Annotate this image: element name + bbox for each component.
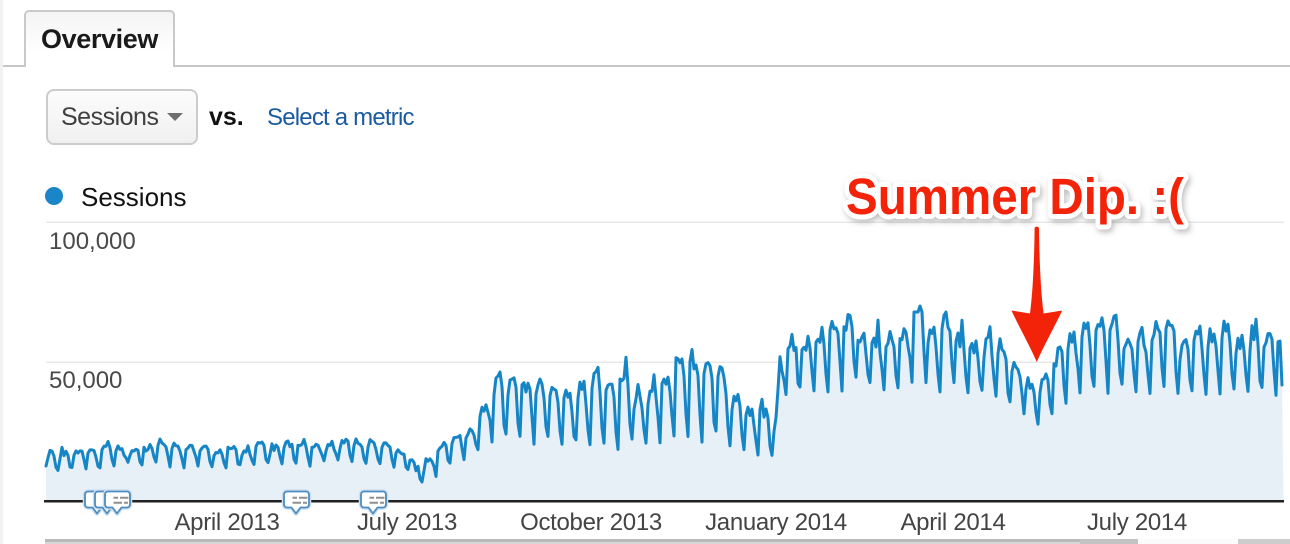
svg-text:100,000: 100,000	[49, 228, 136, 255]
svg-text:Summer Dip. :(: Summer Dip. :(	[846, 168, 1184, 225]
svg-text:October 2013: October 2013	[520, 509, 662, 536]
svg-text:April 2013: April 2013	[174, 509, 279, 536]
svg-text:50,000: 50,000	[49, 367, 122, 394]
svg-text:January 2014: January 2014	[705, 509, 847, 536]
svg-text:April 2014: April 2014	[900, 509, 1005, 536]
svg-text:July 2014: July 2014	[1087, 509, 1187, 536]
